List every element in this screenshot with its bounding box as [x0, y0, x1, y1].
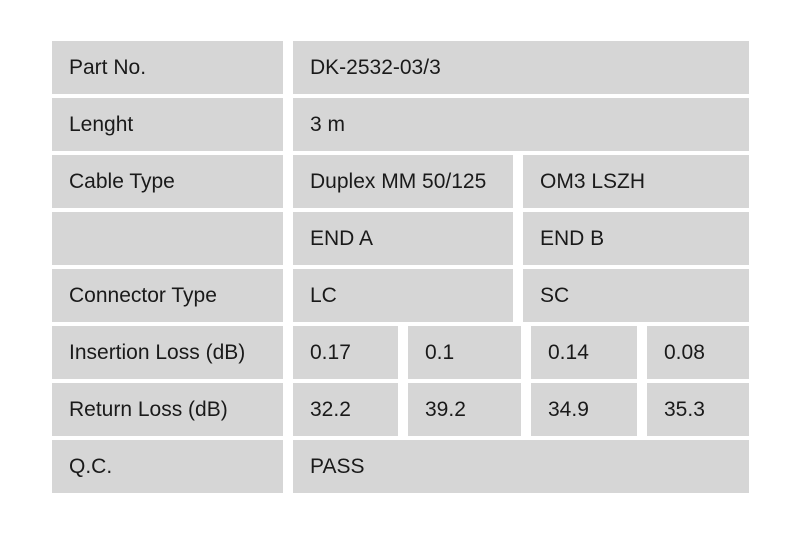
row-part-no: Part No. DK-2532-03/3 — [52, 41, 749, 94]
length-value: 3 m — [293, 98, 749, 151]
insertion-loss-label: Insertion Loss (dB) — [52, 326, 283, 379]
cable-type-value-1: Duplex MM 50/125 — [293, 155, 513, 208]
end-a-header: END A — [293, 212, 513, 265]
row-ends-header: END A END B — [52, 212, 749, 265]
connector-type-label: Connector Type — [52, 269, 283, 322]
row-length: Lenght 3 m — [52, 98, 749, 151]
insertion-loss-end-a-2: 0.1 — [408, 326, 521, 379]
return-loss-end-b-1: 34.9 — [531, 383, 637, 436]
return-loss-end-a-2: 39.2 — [408, 383, 521, 436]
row-insertion-loss: Insertion Loss (dB) 0.17 0.1 0.14 0.08 — [52, 326, 749, 379]
cable-type-value-2: OM3 LSZH — [523, 155, 749, 208]
spec-table: Part No. DK-2532-03/3 Lenght 3 m Cable T… — [52, 41, 749, 493]
row-cable-type: Cable Type Duplex MM 50/125 OM3 LSZH — [52, 155, 749, 208]
connector-type-end-b: SC — [523, 269, 749, 322]
qc-result: PASS — [293, 440, 749, 493]
insertion-loss-end-b-2: 0.08 — [647, 326, 749, 379]
row-qc: Q.C. PASS — [52, 440, 749, 493]
part-no-label: Part No. — [52, 41, 283, 94]
row-connector-type: Connector Type LC SC — [52, 269, 749, 322]
part-no-value: DK-2532-03/3 — [293, 41, 749, 94]
end-b-header: END B — [523, 212, 749, 265]
insertion-loss-end-a-1: 0.17 — [293, 326, 398, 379]
ends-header-empty-cell — [52, 212, 283, 265]
row-return-loss: Return Loss (dB) 32.2 39.2 34.9 35.3 — [52, 383, 749, 436]
return-loss-end-b-2: 35.3 — [647, 383, 749, 436]
return-loss-label: Return Loss (dB) — [52, 383, 283, 436]
return-loss-end-a-1: 32.2 — [293, 383, 398, 436]
qc-label: Q.C. — [52, 440, 283, 493]
cable-type-label: Cable Type — [52, 155, 283, 208]
connector-type-end-a: LC — [293, 269, 513, 322]
length-label: Lenght — [52, 98, 283, 151]
insertion-loss-end-b-1: 0.14 — [531, 326, 637, 379]
